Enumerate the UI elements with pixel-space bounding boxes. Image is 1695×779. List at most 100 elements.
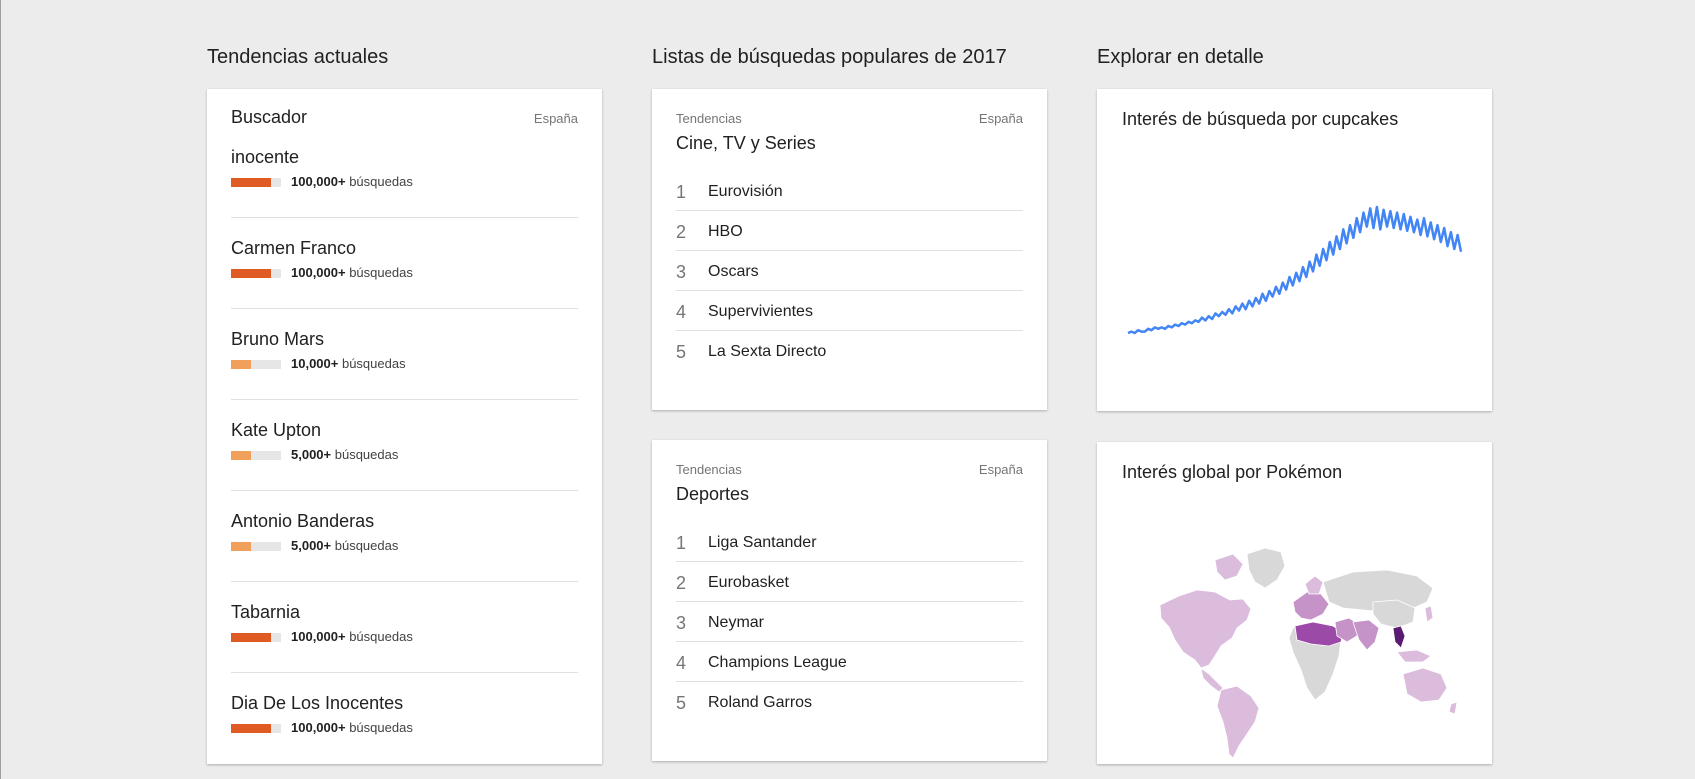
volume-bar-fill bbox=[231, 178, 271, 187]
trend-meta: 5,000+ búsquedas bbox=[231, 538, 578, 554]
trend-name: Bruno Mars bbox=[231, 329, 325, 349]
list-item-name: La Sexta Directo bbox=[708, 343, 827, 360]
trend-divider bbox=[231, 490, 578, 491]
trend-item[interactable]: Antonio Banderas 5,000+ búsquedas bbox=[231, 511, 578, 554]
trend-item[interactable]: Kate Upton 5,000+ búsquedas bbox=[231, 420, 578, 463]
rank-number: 5 bbox=[676, 342, 687, 362]
volume-value: 100,000+ bbox=[291, 265, 346, 280]
volume-label: 100,000+ búsquedas bbox=[291, 629, 413, 644]
list-item-name: Oscars bbox=[708, 263, 759, 280]
map-region-sea-islands bbox=[1396, 649, 1432, 663]
trend-divider bbox=[231, 672, 578, 673]
ranked-list: 1 Eurovisión 2 HBO 3 Oscars 4 Supervivientes… bbox=[676, 171, 1023, 371]
list-item[interactable]: 2 HBO bbox=[676, 211, 1023, 251]
explore-line-card[interactable]: Interés de búsqueda por cupcakes bbox=[1097, 89, 1492, 411]
list-card-country: España bbox=[978, 462, 1023, 477]
interest-line-chart bbox=[1127, 205, 1463, 335]
volume-value: 100,000+ bbox=[291, 629, 346, 644]
list-card-title: Deportes bbox=[676, 484, 750, 504]
map-region-scandinavia bbox=[1304, 575, 1324, 595]
list-item[interactable]: 4 Supervivientes bbox=[676, 291, 1023, 331]
trending-section-title: Tendencias actuales bbox=[207, 46, 389, 68]
trend-meta: 10,000+ búsquedas bbox=[231, 356, 578, 372]
volume-bar-fill bbox=[231, 542, 251, 551]
list-item[interactable]: 5 La Sexta Directo bbox=[676, 331, 1023, 371]
list-item[interactable]: 5 Roland Garros bbox=[676, 682, 1023, 722]
trend-name: Kate Upton bbox=[231, 420, 322, 440]
rank-number: 2 bbox=[676, 222, 687, 242]
explore-map-card[interactable]: Interés global por Pokémon bbox=[1097, 442, 1492, 764]
trend-divider bbox=[231, 217, 578, 218]
volume-value: 5,000+ bbox=[291, 538, 332, 553]
map-region-north-africa bbox=[1294, 621, 1344, 647]
volume-unit: búsquedas bbox=[331, 538, 399, 553]
trend-item[interactable]: inocente 100,000+ búsquedas bbox=[231, 147, 578, 190]
volume-label: 5,000+ búsquedas bbox=[291, 538, 398, 553]
list-item-name: Liga Santander bbox=[708, 534, 817, 551]
map-region-south-asia bbox=[1352, 619, 1380, 651]
volume-unit: búsquedas bbox=[345, 629, 413, 644]
list-card-tv[interactable]: Tendencias España Cine, TV y Series 1 Eur… bbox=[652, 89, 1047, 410]
map-region-australia bbox=[1402, 667, 1448, 703]
list-item-name: Champions League bbox=[708, 654, 847, 671]
volume-value: 10,000+ bbox=[291, 356, 339, 371]
volume-label: 100,000+ búsquedas bbox=[291, 265, 413, 280]
volume-label: 5,000+ búsquedas bbox=[291, 447, 398, 462]
map-region-south-america bbox=[1216, 685, 1260, 759]
list-card-subtitle: Tendencias bbox=[676, 111, 742, 126]
rank-number: 3 bbox=[676, 262, 687, 282]
volume-bar bbox=[231, 269, 281, 278]
trend-meta: 100,000+ búsquedas bbox=[231, 720, 578, 736]
volume-label: 100,000+ búsquedas bbox=[291, 174, 413, 189]
rank-number: 5 bbox=[676, 693, 687, 713]
map-region-europe bbox=[1292, 591, 1330, 621]
trending-card-title: Buscador bbox=[231, 107, 308, 127]
list-item[interactable]: 4 Champions League bbox=[676, 642, 1023, 682]
trend-item[interactable]: Bruno Mars 10,000+ búsquedas bbox=[231, 329, 578, 372]
rank-number: 4 bbox=[676, 302, 687, 322]
trending-card: Buscador España inocente 100,000+ búsqued… bbox=[207, 89, 602, 764]
line-card-title: Interés de búsqueda por cupcakes bbox=[1122, 109, 1399, 129]
volume-value: 100,000+ bbox=[291, 174, 346, 189]
trend-meta: 100,000+ búsquedas bbox=[231, 174, 578, 190]
map-region-japan bbox=[1424, 605, 1434, 623]
list-card-country: España bbox=[978, 111, 1023, 126]
map-region-central-america bbox=[1200, 667, 1224, 693]
rank-number: 2 bbox=[676, 573, 687, 593]
list-item[interactable]: 1 Liga Santander bbox=[676, 522, 1023, 562]
map-region-middle-east bbox=[1334, 617, 1360, 643]
volume-unit: búsquedas bbox=[338, 356, 406, 371]
list-item-name: Roland Garros bbox=[708, 694, 813, 711]
map-region-greenland bbox=[1246, 547, 1286, 589]
list-item[interactable]: 2 Eurobasket bbox=[676, 562, 1023, 602]
trend-name: Carmen Franco bbox=[231, 238, 357, 258]
trend-meta: 5,000+ búsquedas bbox=[231, 447, 578, 463]
trending-card-header: Buscador España bbox=[231, 107, 578, 129]
trend-item[interactable]: Dia De Los Inocentes 100,000+ búsquedas bbox=[231, 693, 578, 736]
volume-bar bbox=[231, 178, 281, 187]
list-card-sports[interactable]: Tendencias España Deportes 1 Liga Santand… bbox=[652, 440, 1047, 761]
list-item-name: Eurobasket bbox=[708, 574, 789, 591]
ranked-list: 1 Liga Santander 2 Eurobasket 3 Neymar 4 Cha… bbox=[676, 522, 1023, 722]
list-item[interactable]: 3 Oscars bbox=[676, 251, 1023, 291]
rank-number: 1 bbox=[676, 533, 687, 553]
trend-divider bbox=[231, 581, 578, 582]
list-item[interactable]: 3 Neymar bbox=[676, 602, 1023, 642]
map-region-north-asia bbox=[1322, 569, 1434, 613]
trend-item[interactable]: Carmen Franco 100,000+ búsquedas bbox=[231, 238, 578, 281]
trend-item[interactable]: Tabarnia 100,000+ búsquedas bbox=[231, 602, 578, 645]
list-item[interactable]: 1 Eurovisión bbox=[676, 171, 1023, 211]
trend-meta: 100,000+ búsquedas bbox=[231, 265, 578, 281]
volume-unit: búsquedas bbox=[331, 447, 399, 462]
volume-bar bbox=[231, 451, 281, 460]
volume-label: 10,000+ búsquedas bbox=[291, 356, 406, 371]
list-card-title: Cine, TV y Series bbox=[676, 133, 816, 153]
volume-value: 100,000+ bbox=[291, 720, 346, 735]
map-region-arctic-islands bbox=[1214, 553, 1244, 581]
rank-number: 1 bbox=[676, 182, 687, 202]
volume-value: 5,000+ bbox=[291, 447, 332, 462]
list-card-subtitle: Tendencias bbox=[676, 462, 742, 477]
volume-bar bbox=[231, 542, 281, 551]
volume-bar-fill bbox=[231, 360, 251, 369]
volume-bar-fill bbox=[231, 633, 271, 642]
